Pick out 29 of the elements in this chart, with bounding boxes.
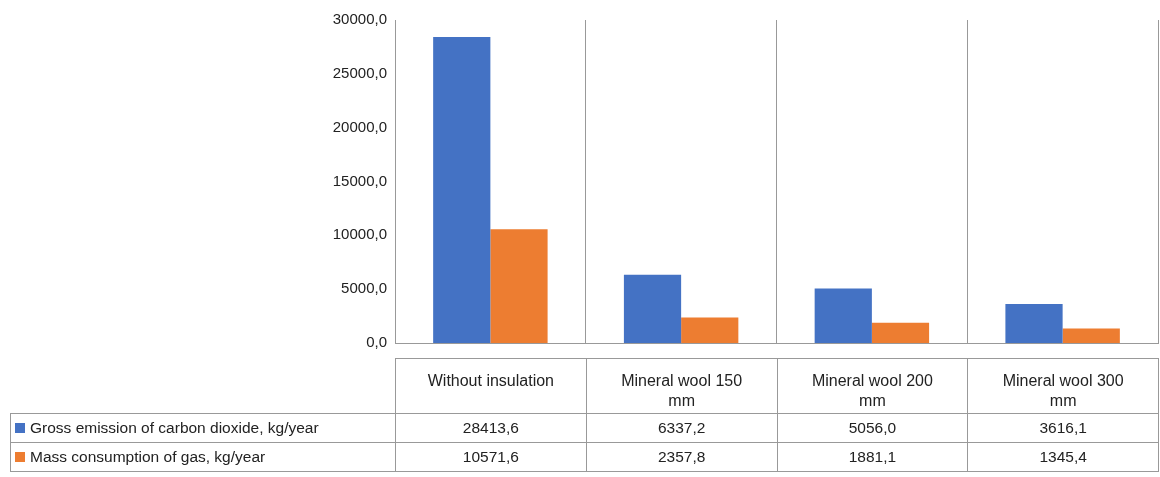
y-tick-label: 20000,0 (332, 117, 387, 135)
x-tick-label: Without insulation (395, 358, 587, 414)
data-label: 6337,2 (586, 413, 777, 443)
data-label: 1881,1 (777, 442, 968, 472)
bar (490, 229, 548, 343)
x-tick-label: Mineral wool 200 mm (777, 358, 968, 414)
bar (814, 288, 872, 343)
y-tick-label: 0,0 (366, 333, 387, 351)
bar (871, 322, 930, 343)
data-label: 28413,6 (395, 413, 587, 443)
x-tick-label: Mineral wool 300 mm (967, 358, 1159, 414)
data-label: 1345,4 (967, 442, 1159, 472)
x-tick-label: Mineral wool 150 mm (586, 358, 777, 414)
data-label: 5056,0 (777, 413, 968, 443)
bar (681, 317, 739, 343)
data-label: 10571,6 (395, 442, 587, 472)
bar (1005, 304, 1063, 343)
bar (1062, 328, 1120, 343)
bar (623, 274, 682, 343)
bar (433, 37, 491, 343)
data-label: 3616,1 (967, 413, 1159, 443)
y-tick-label: 5000,0 (341, 279, 387, 297)
y-tick-label: 25000,0 (332, 63, 387, 81)
y-tick-label: 30000,0 (332, 10, 387, 28)
y-tick-label: 10000,0 (332, 225, 387, 243)
legend-label: Gross emission of carbon dioxide, kg/year (10, 413, 396, 443)
y-tick-label: 15000,0 (332, 171, 387, 189)
data-label: 2357,8 (586, 442, 777, 472)
legend-label: Mass consumption of gas, kg/year (10, 442, 396, 472)
